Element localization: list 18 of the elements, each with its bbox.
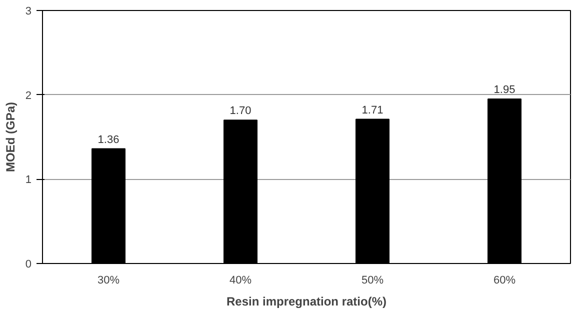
y-axis-title: MOEd (GPa): [3, 102, 18, 172]
y-tick-label: 3: [25, 6, 32, 18]
data-label: 1.95: [494, 84, 516, 96]
bar: [92, 148, 126, 264]
y-tick-label: 2: [25, 90, 32, 102]
bar: [224, 120, 258, 264]
x-tick-label: 40%: [229, 274, 252, 286]
bar: [488, 98, 522, 264]
x-tick-label: 30%: [97, 274, 120, 286]
data-label: 1.70: [230, 105, 252, 118]
y-tick-label: 0: [25, 258, 32, 270]
x-tick-label: 50%: [361, 274, 384, 286]
data-label: 1.71: [362, 104, 384, 116]
bar: [356, 118, 390, 264]
x-axis-title: Resin impregnation ratio(%): [226, 294, 387, 308]
x-tick-label: 60%: [493, 274, 516, 286]
data-label: 1.36: [98, 134, 120, 146]
y-tick-label: 1: [25, 174, 32, 186]
